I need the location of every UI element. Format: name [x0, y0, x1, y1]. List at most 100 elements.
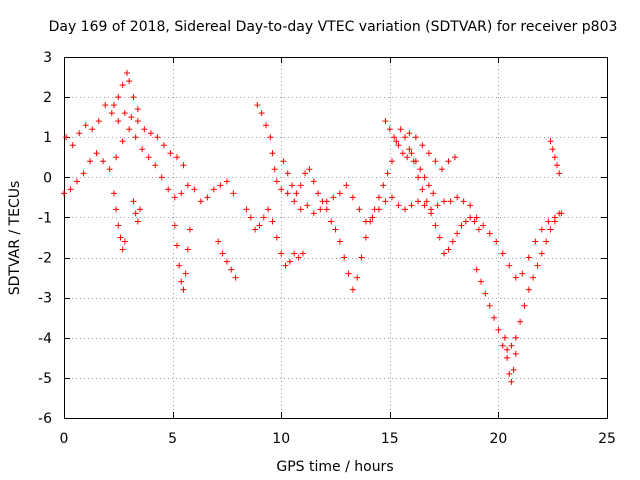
data-point	[178, 278, 185, 285]
data-point	[278, 186, 285, 193]
data-point	[299, 250, 306, 257]
x-tick-label: 5	[168, 431, 177, 447]
data-point	[223, 258, 230, 265]
data-point	[458, 222, 465, 229]
data-point	[408, 150, 415, 157]
data-point	[141, 126, 148, 133]
data-point	[137, 206, 144, 213]
data-point	[419, 186, 426, 193]
data-point	[406, 146, 413, 153]
data-point	[147, 130, 154, 137]
data-point	[180, 286, 187, 293]
grid	[64, 57, 607, 418]
data-point	[102, 102, 109, 109]
data-point	[210, 186, 217, 193]
data-point	[152, 162, 159, 169]
data-point	[486, 230, 493, 237]
data-point	[119, 246, 126, 253]
data-point	[295, 254, 302, 261]
data-point	[384, 170, 391, 177]
data-point	[262, 122, 269, 129]
data-point	[349, 194, 356, 201]
data-point	[362, 234, 369, 241]
data-point	[545, 218, 552, 225]
data-point	[475, 226, 482, 233]
data-point	[269, 150, 276, 157]
data-point	[508, 378, 515, 385]
data-point	[473, 266, 480, 273]
data-point	[412, 158, 419, 165]
data-point	[171, 222, 178, 229]
data-point	[121, 110, 128, 117]
series	[406, 130, 458, 173]
data-point	[525, 286, 532, 293]
data-point	[538, 250, 545, 257]
data-point	[491, 314, 498, 321]
data-point	[258, 110, 265, 117]
data-point	[471, 218, 478, 225]
data-point	[223, 178, 230, 185]
data-point	[167, 150, 174, 157]
series	[110, 70, 141, 113]
data-point	[217, 182, 224, 189]
data-point	[415, 198, 422, 205]
data-point	[534, 262, 541, 269]
data-point	[421, 202, 428, 209]
data-point	[501, 334, 508, 341]
data-point	[284, 190, 291, 197]
data-point	[284, 170, 291, 177]
data-point	[556, 210, 563, 217]
series	[254, 102, 565, 281]
data-point	[445, 246, 452, 253]
data-point	[473, 214, 480, 221]
y-tick-label: 1	[43, 130, 52, 146]
data-point	[293, 190, 300, 197]
x-tick-label: 0	[60, 431, 69, 447]
data-point	[247, 214, 254, 221]
data-point	[519, 270, 526, 277]
data-point	[343, 182, 350, 189]
data-point	[128, 114, 135, 121]
data-point	[532, 238, 539, 245]
data-point	[356, 206, 363, 213]
data-point	[106, 166, 113, 173]
series	[280, 126, 482, 293]
data-point	[436, 234, 443, 241]
data-point	[395, 142, 402, 149]
y-tick-label: -6	[38, 411, 52, 427]
plot-frame	[64, 57, 608, 419]
data-point	[123, 70, 130, 77]
data-point	[197, 198, 204, 205]
data-point	[271, 166, 278, 173]
data-point	[108, 110, 115, 117]
data-point	[215, 238, 222, 245]
data-point	[110, 190, 117, 197]
data-point	[134, 118, 141, 125]
data-point	[556, 170, 563, 177]
data-point	[115, 94, 122, 101]
data-point	[451, 154, 458, 161]
data-point	[280, 158, 287, 165]
data-point	[273, 178, 280, 185]
data-point	[63, 134, 70, 141]
chart-title: Day 169 of 2018, Sidereal Day-to-day VTE…	[49, 19, 618, 35]
data-point	[126, 126, 133, 133]
series	[61, 126, 237, 205]
data-points	[61, 70, 565, 385]
data-point	[495, 326, 502, 333]
data-point	[115, 118, 122, 125]
data-point	[388, 158, 395, 165]
data-point	[421, 174, 428, 181]
data-point	[499, 250, 506, 257]
data-point	[380, 182, 387, 189]
data-point	[434, 202, 441, 209]
data-point	[391, 134, 398, 141]
data-point	[132, 134, 139, 141]
data-point	[113, 154, 120, 161]
data-point	[291, 250, 298, 257]
data-point	[87, 158, 94, 165]
y-tick-labels: -6 -5 -4 -3 -2 -1 0 1 2 3	[38, 50, 52, 427]
series	[171, 222, 193, 293]
data-point	[341, 254, 348, 261]
